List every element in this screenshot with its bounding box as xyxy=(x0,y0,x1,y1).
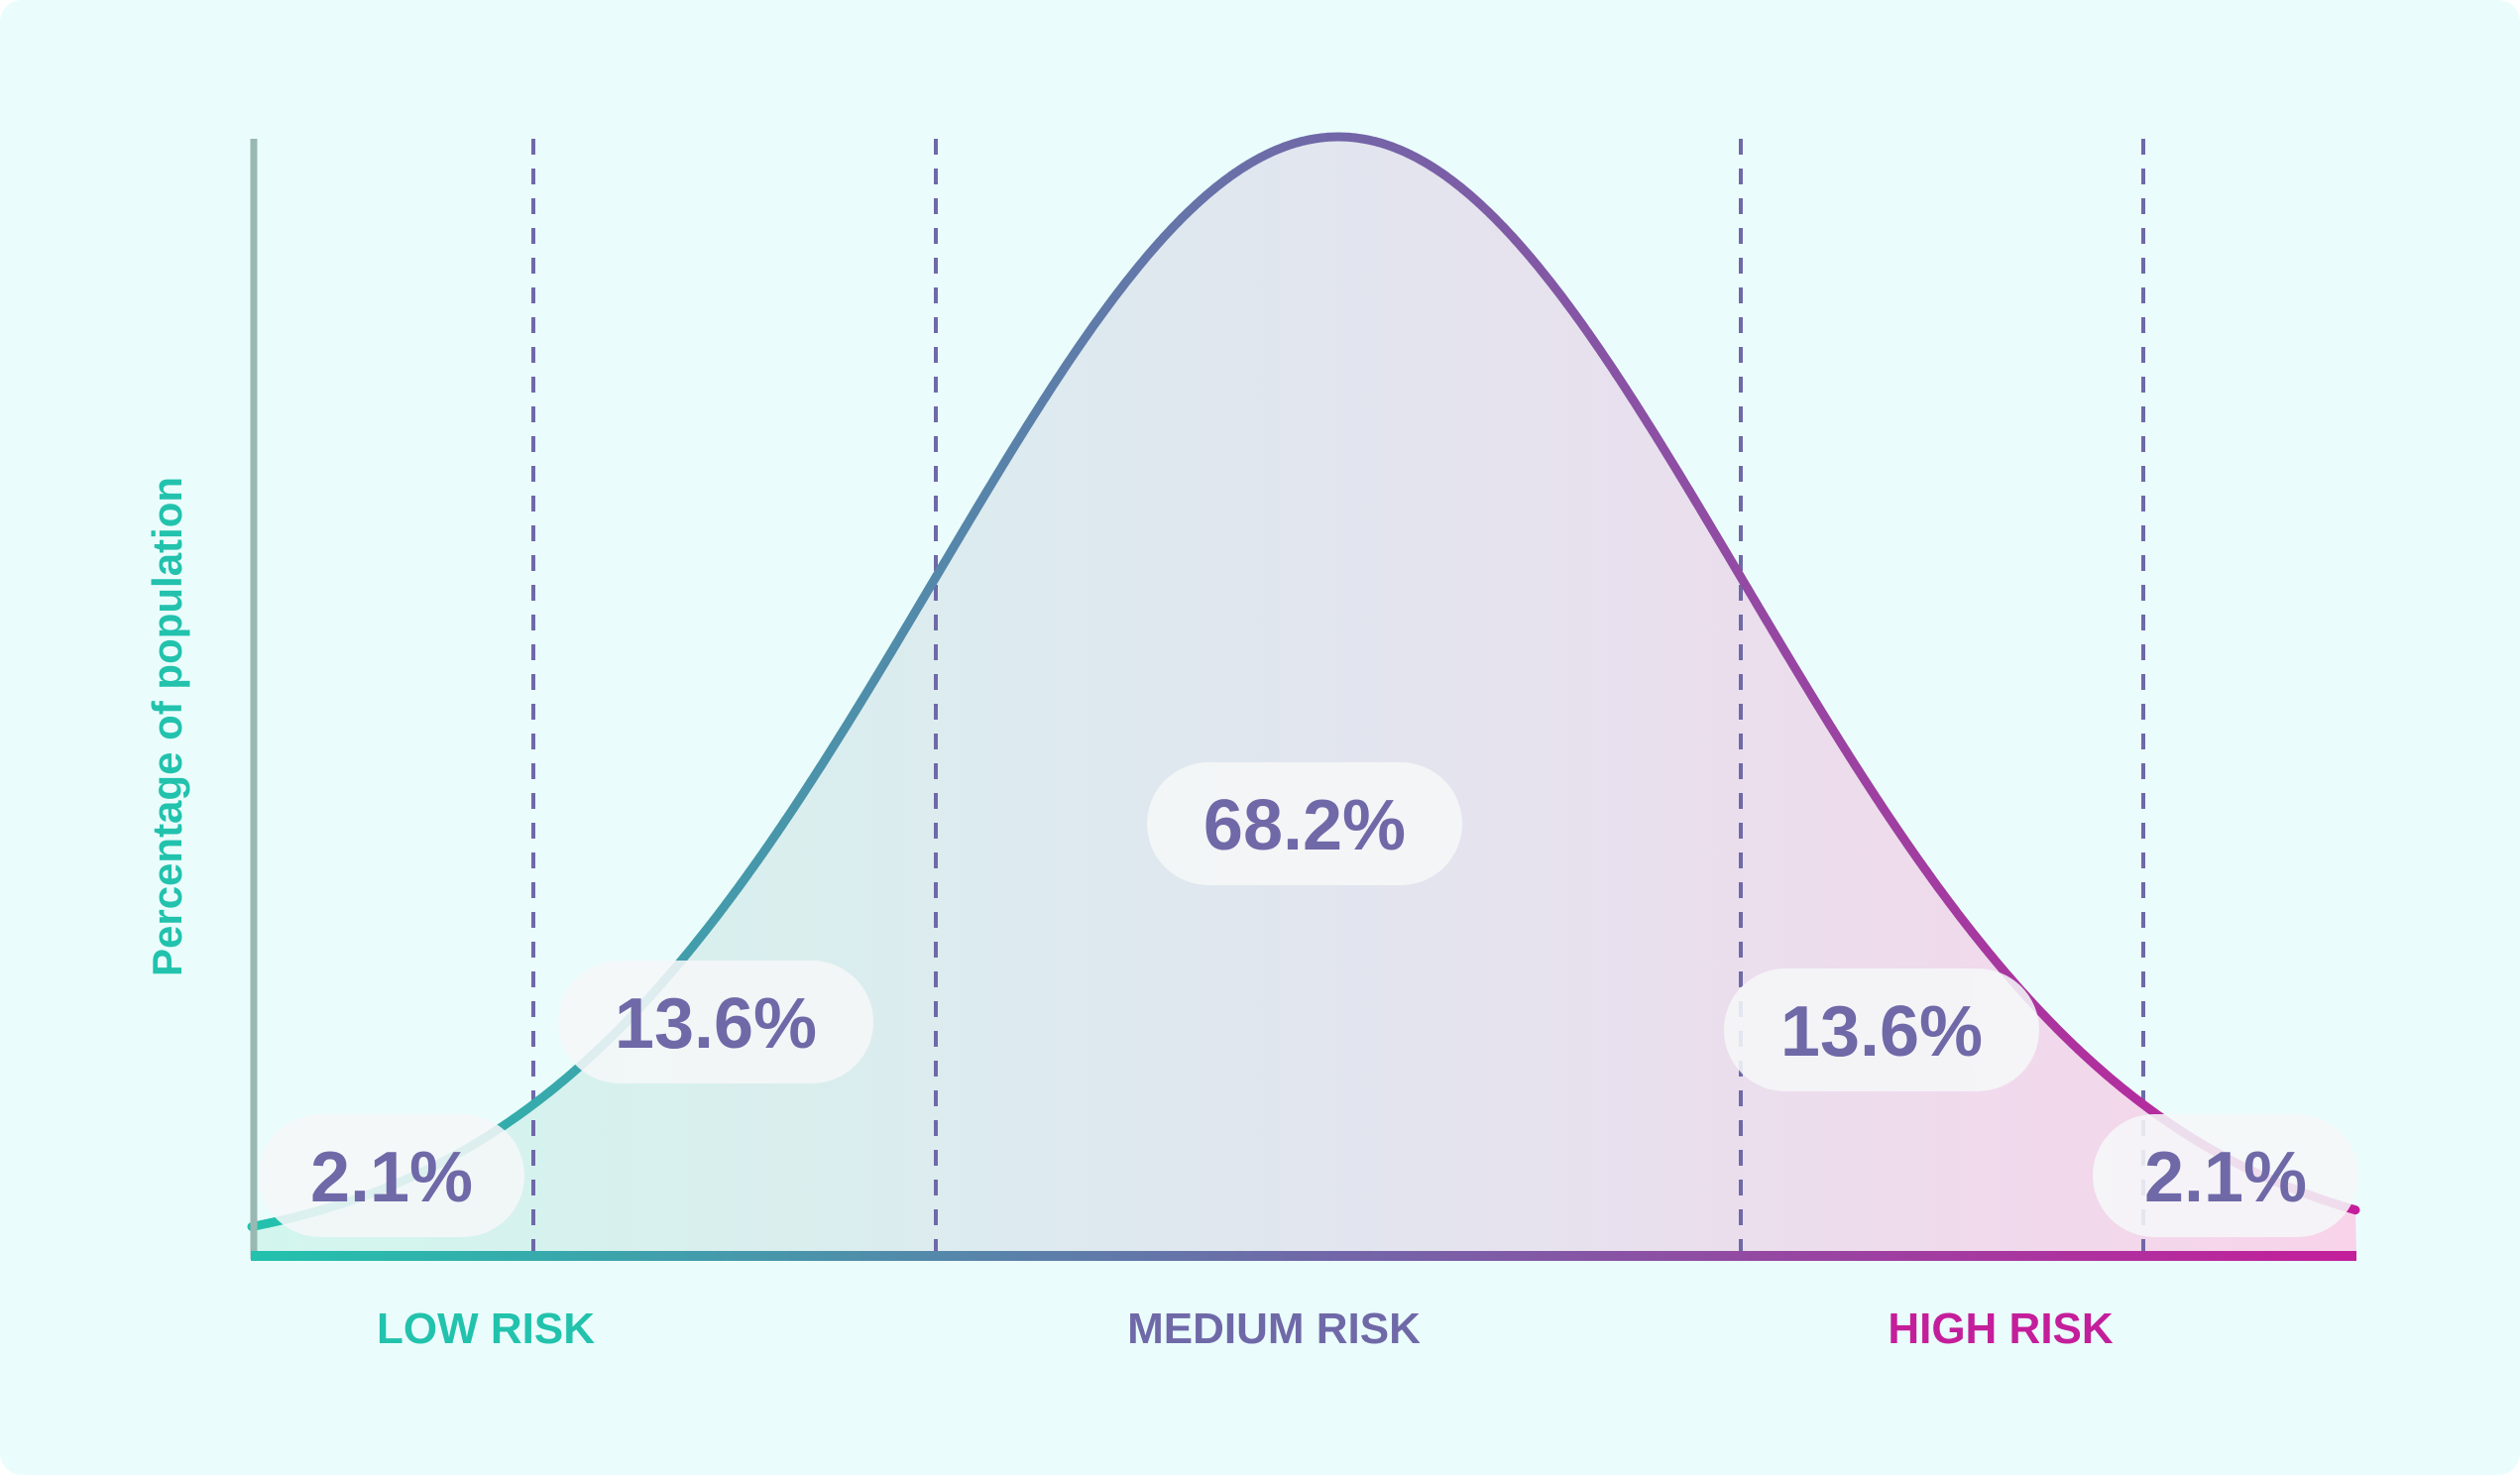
y-axis-label: Percentage of population xyxy=(144,477,190,976)
segment-label-4: 13.6% xyxy=(1724,968,2039,1091)
segment-label-pill xyxy=(558,961,873,1083)
risk-category-label-3: HIGH RISK xyxy=(1888,1305,2114,1353)
risk-category-label-1: LOW RISK xyxy=(377,1305,595,1353)
segment-label-3: 68.2% xyxy=(1147,762,1462,885)
segment-value: 2.1% xyxy=(310,1138,473,1217)
segment-value: 68.2% xyxy=(1203,786,1406,865)
segment-value: 2.1% xyxy=(2144,1138,2307,1217)
segment-label-pill xyxy=(259,1114,524,1237)
risk-category-label-2: MEDIUM RISK xyxy=(1127,1305,1421,1353)
segment-value: 13.6% xyxy=(1780,992,1983,1072)
segment-label-pill xyxy=(1724,968,2039,1091)
segment-label-pill xyxy=(2093,1114,2358,1237)
segment-value: 13.6% xyxy=(615,984,817,1064)
x-axis-line xyxy=(251,1251,2356,1261)
segment-label-2: 13.6% xyxy=(558,961,873,1083)
segment-label-pill xyxy=(1147,762,1462,885)
segment-label-5: 2.1% xyxy=(2093,1114,2358,1237)
segment-label-1: 2.1% xyxy=(259,1114,524,1237)
